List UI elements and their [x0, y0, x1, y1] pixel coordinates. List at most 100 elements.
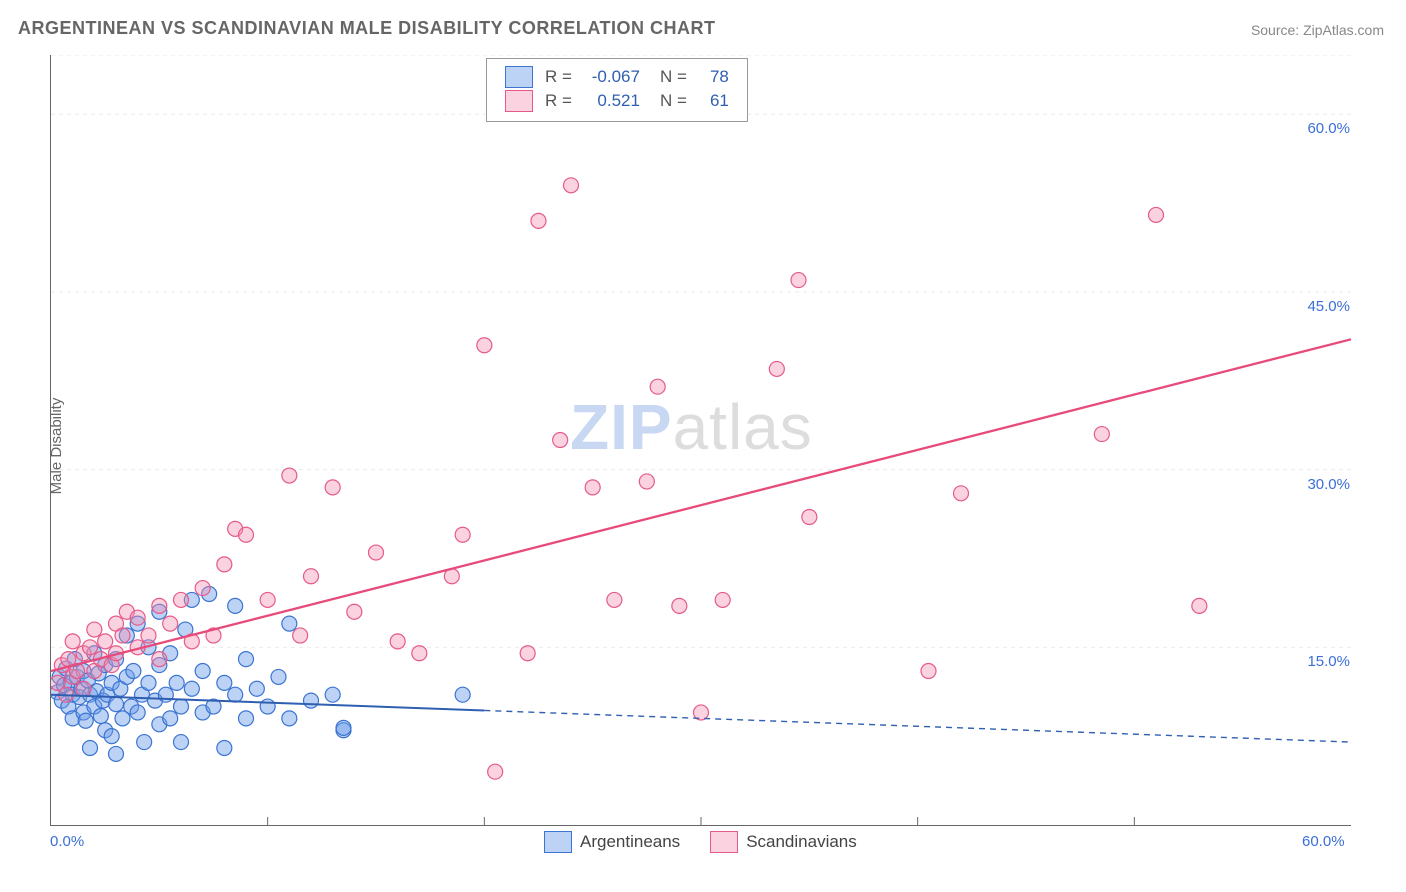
data-point-scandinavians — [152, 652, 167, 667]
data-point-argentineans — [228, 687, 243, 702]
y-tick-label: 15.0% — [1290, 653, 1350, 670]
legend-row-argentineans: R =-0.067N =78 — [499, 65, 735, 89]
data-point-argentineans — [228, 598, 243, 613]
data-point-argentineans — [282, 616, 297, 631]
data-point-scandinavians — [477, 338, 492, 353]
legend-n-label: N = — [646, 89, 693, 113]
legend-label-scandinavians: Scandinavians — [746, 832, 857, 852]
data-point-scandinavians — [1192, 598, 1207, 613]
data-point-scandinavians — [239, 527, 254, 542]
data-point-scandinavians — [217, 557, 232, 572]
data-point-scandinavians — [715, 592, 730, 607]
data-point-scandinavians — [802, 510, 817, 525]
data-point-scandinavians — [531, 213, 546, 228]
data-point-scandinavians — [769, 361, 784, 376]
data-point-scandinavians — [152, 598, 167, 613]
x-tick-label: 60.0% — [1302, 833, 1345, 850]
data-point-scandinavians — [650, 379, 665, 394]
legend-n-value: 78 — [693, 65, 735, 89]
data-point-scandinavians — [455, 527, 470, 542]
y-tick-label: 45.0% — [1290, 298, 1350, 315]
data-point-scandinavians — [1094, 427, 1109, 442]
correlation-table: R =-0.067N =78R =0.521N =61 — [499, 65, 735, 113]
trendline-scandinavians — [51, 339, 1351, 671]
data-point-argentineans — [109, 697, 124, 712]
data-point-argentineans — [239, 652, 254, 667]
data-point-argentineans — [336, 720, 351, 735]
data-point-scandinavians — [130, 610, 145, 625]
data-point-argentineans — [217, 741, 232, 756]
data-point-argentineans — [304, 693, 319, 708]
data-point-argentineans — [104, 729, 119, 744]
data-point-scandinavians — [65, 634, 80, 649]
legend-swatch-scandinavians — [505, 90, 533, 112]
data-point-scandinavians — [163, 616, 178, 631]
data-point-argentineans — [109, 746, 124, 761]
data-point-scandinavians — [564, 178, 579, 193]
legend-row-scandinavians: R =0.521N =61 — [499, 89, 735, 113]
data-point-argentineans — [282, 711, 297, 726]
data-point-scandinavians — [607, 592, 622, 607]
data-point-scandinavians — [639, 474, 654, 489]
data-point-scandinavians — [921, 664, 936, 679]
legend-swatch-argentineans — [505, 66, 533, 88]
data-point-scandinavians — [195, 581, 210, 596]
data-point-argentineans — [325, 687, 340, 702]
data-point-scandinavians — [325, 480, 340, 495]
data-point-scandinavians — [585, 480, 600, 495]
legend-label-argentineans: Argentineans — [580, 832, 680, 852]
data-point-argentineans — [126, 664, 141, 679]
correlation-legend: R =-0.067N =78R =0.521N =61 — [486, 58, 748, 122]
legend-item-scandinavians: Scandinavians — [710, 831, 857, 853]
legend-n-value: 61 — [693, 89, 735, 113]
data-point-argentineans — [141, 675, 156, 690]
legend-item-argentineans: Argentineans — [544, 831, 680, 853]
data-point-argentineans — [83, 741, 98, 756]
data-point-scandinavians — [347, 604, 362, 619]
data-point-scandinavians — [791, 273, 806, 288]
data-point-scandinavians — [174, 592, 189, 607]
data-point-scandinavians — [282, 468, 297, 483]
data-point-scandinavians — [553, 433, 568, 448]
data-point-argentineans — [93, 709, 108, 724]
data-point-scandinavians — [304, 569, 319, 584]
legend-n-label: N = — [646, 65, 693, 89]
legend-swatch-scandinavians — [710, 831, 738, 853]
data-point-argentineans — [137, 735, 152, 750]
scatter-plot — [50, 55, 1351, 826]
data-point-scandinavians — [520, 646, 535, 661]
data-point-scandinavians — [369, 545, 384, 560]
series-legend: Argentineans Scandinavians — [544, 831, 857, 853]
data-point-argentineans — [195, 664, 210, 679]
y-tick-label: 30.0% — [1290, 476, 1350, 493]
data-point-argentineans — [455, 687, 470, 702]
legend-r-label: R = — [539, 65, 578, 89]
data-point-argentineans — [130, 705, 145, 720]
x-tick-label: 0.0% — [50, 833, 84, 850]
legend-r-value: -0.067 — [578, 65, 646, 89]
data-point-argentineans — [78, 713, 93, 728]
data-point-scandinavians — [412, 646, 427, 661]
source-attribution: Source: ZipAtlas.com — [1251, 22, 1384, 38]
data-point-scandinavians — [954, 486, 969, 501]
trendline-extrapolated-argentineans — [484, 710, 1351, 742]
data-point-argentineans — [184, 681, 199, 696]
y-tick-label: 60.0% — [1290, 120, 1350, 137]
data-point-argentineans — [174, 735, 189, 750]
data-point-argentineans — [163, 711, 178, 726]
data-point-argentineans — [217, 675, 232, 690]
data-point-scandinavians — [141, 628, 156, 643]
data-point-argentineans — [249, 681, 264, 696]
data-point-scandinavians — [1149, 207, 1164, 222]
data-point-argentineans — [271, 669, 286, 684]
legend-swatch-argentineans — [544, 831, 572, 853]
data-point-argentineans — [174, 699, 189, 714]
data-point-scandinavians — [98, 634, 113, 649]
data-point-scandinavians — [76, 681, 91, 696]
chart-title: ARGENTINEAN VS SCANDINAVIAN MALE DISABIL… — [18, 18, 716, 39]
data-point-scandinavians — [87, 622, 102, 637]
data-point-argentineans — [260, 699, 275, 714]
data-point-argentineans — [239, 711, 254, 726]
legend-r-value: 0.521 — [578, 89, 646, 113]
data-point-scandinavians — [488, 764, 503, 779]
